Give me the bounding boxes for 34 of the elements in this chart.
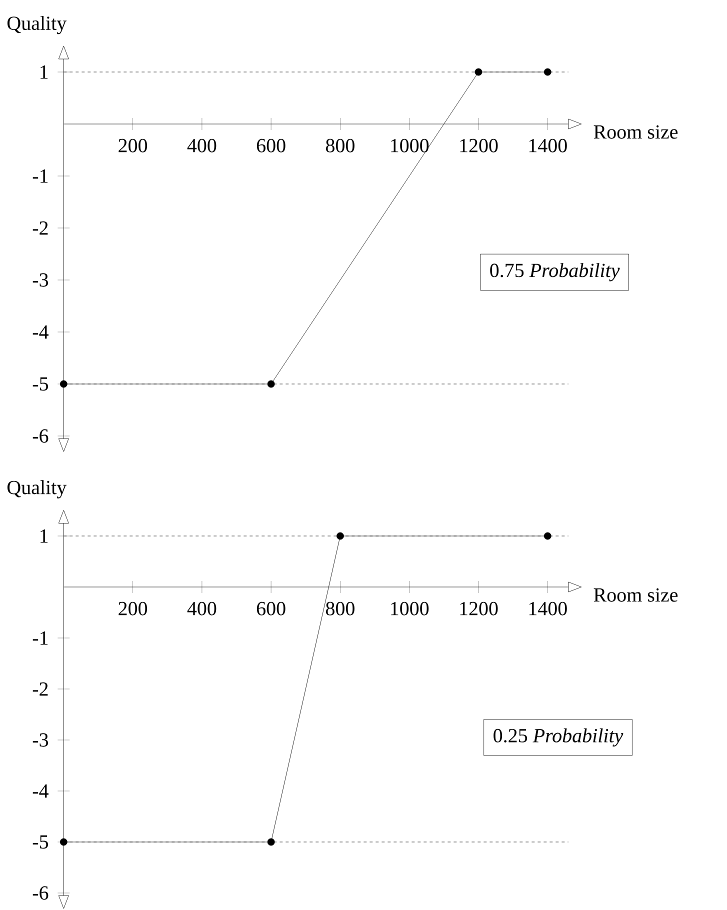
x-axis-title: Room size xyxy=(594,588,678,602)
y-tick-label: 1 xyxy=(40,65,48,79)
x-tick-label: 1200 xyxy=(460,138,498,152)
y-axis-title: Quality xyxy=(8,16,67,34)
y-tick-label: -3 xyxy=(33,733,48,747)
x-tick-label: 200 xyxy=(118,602,148,616)
y-tick-label: -2 xyxy=(33,682,48,696)
y-tick-label: -1 xyxy=(33,169,48,183)
x-tick-label: 800 xyxy=(326,602,355,616)
x-tick-label: 600 xyxy=(257,138,286,152)
y-tick-label: 1 xyxy=(40,529,48,543)
x-tick-label: 1000 xyxy=(391,602,429,616)
y-tick-label: -4 xyxy=(33,325,49,339)
y-tick-label: -3 xyxy=(33,273,48,287)
x-tick-label: 800 xyxy=(326,138,355,152)
x-tick-label: 1400 xyxy=(530,138,568,152)
y-tick-label: -6 xyxy=(33,886,48,900)
y-tick-label: -6 xyxy=(33,429,48,443)
x-axis-title: Room size xyxy=(594,125,678,139)
x-tick-label: 200 xyxy=(118,138,148,152)
x-tick-label: 1000 xyxy=(391,138,429,152)
x-tick-label: 400 xyxy=(188,602,216,616)
x-tick-label: 600 xyxy=(257,602,286,616)
x-tick-label: 1200 xyxy=(460,602,498,616)
annotation: 0.75 Probability xyxy=(490,263,620,282)
y-tick-label: -5 xyxy=(33,377,48,391)
x-tick-label: 1400 xyxy=(530,602,568,616)
annotation: 0.25 Probability xyxy=(494,728,624,747)
y-axis-title: Quality xyxy=(8,480,67,498)
y-tick-label: -1 xyxy=(33,631,48,645)
y-tick-label: -2 xyxy=(33,221,48,235)
y-tick-label: -4 xyxy=(33,784,49,798)
x-tick-label: 400 xyxy=(188,138,216,152)
y-tick-label: -5 xyxy=(33,835,48,849)
